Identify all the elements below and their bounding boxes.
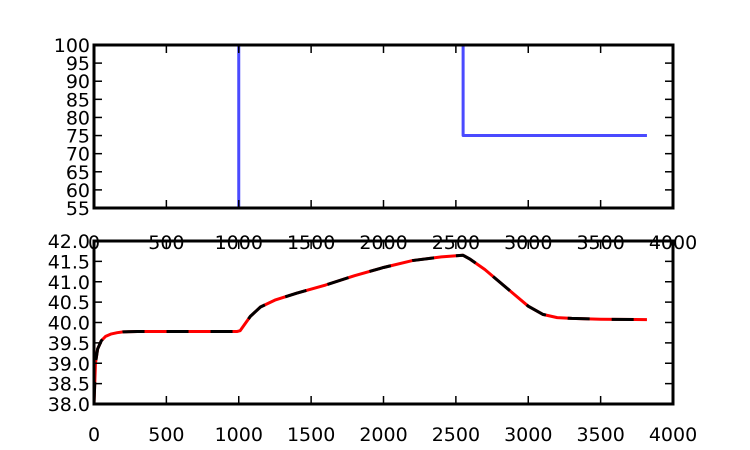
bottom-x-tick-label: 2000	[359, 424, 407, 446]
top-y-tick-label: 65	[66, 162, 90, 184]
bottom-x-tick-label: 4000	[649, 424, 697, 446]
top-axes-frame	[92, 43, 675, 210]
bottom-y-tick-label: 39.5	[48, 333, 90, 355]
bottom-y-tick-label: 38.5	[48, 374, 90, 396]
bottom-x-tick-label: 2500	[432, 424, 480, 446]
bottom-y-tick-label: 41.0	[48, 272, 90, 294]
bottom-axes-frame	[92, 239, 675, 406]
top-y-tick-label: 70	[66, 144, 90, 166]
top-y-tick-label: 80	[66, 107, 90, 129]
top-y-tick-label: 100	[54, 35, 90, 57]
bottom-panel: 0 500 1000 1500 2000 2500 3000 3500 4000 38.038.5…	[48, 231, 697, 446]
top-y-tick-label: 60	[66, 180, 90, 202]
bottom-y-tick-label: 39.0	[48, 353, 90, 375]
bottom-x-tick-label: 0	[88, 424, 100, 446]
bottom-x-tick-label: 3500	[576, 424, 624, 446]
top-y-tick-label: 55	[66, 198, 90, 220]
top-y-tick-label: 95	[66, 53, 90, 75]
bottom-x-tick-label: 1500	[287, 424, 335, 446]
bottom-series-1-line	[92, 253, 647, 405]
bottom-x-tick-label: 3000	[504, 424, 552, 446]
bottom-y-tick-label: 40.5	[48, 292, 90, 314]
bottom-series-0-line	[92, 253, 647, 405]
top-series-0-line	[94, 43, 647, 210]
top-y-tick-label: 85	[66, 89, 90, 111]
bottom-y-tick-label: 38.0	[48, 394, 90, 416]
bottom-y-tick-label: 40.0	[48, 313, 90, 335]
bottom-y-tick-label: 42.0	[48, 231, 90, 253]
top-y-tick-label: 75	[66, 126, 90, 148]
bottom-x-tick-label: 1000	[215, 424, 263, 446]
top-y-tick-label: 90	[66, 71, 90, 93]
bottom-x-tick-label: 500	[148, 424, 184, 446]
top-panel: 0 500 1000 1500 2000 2500 3000 3500 400055606570…	[54, 35, 697, 254]
bottom-y-tick-label: 41.5	[48, 251, 90, 273]
